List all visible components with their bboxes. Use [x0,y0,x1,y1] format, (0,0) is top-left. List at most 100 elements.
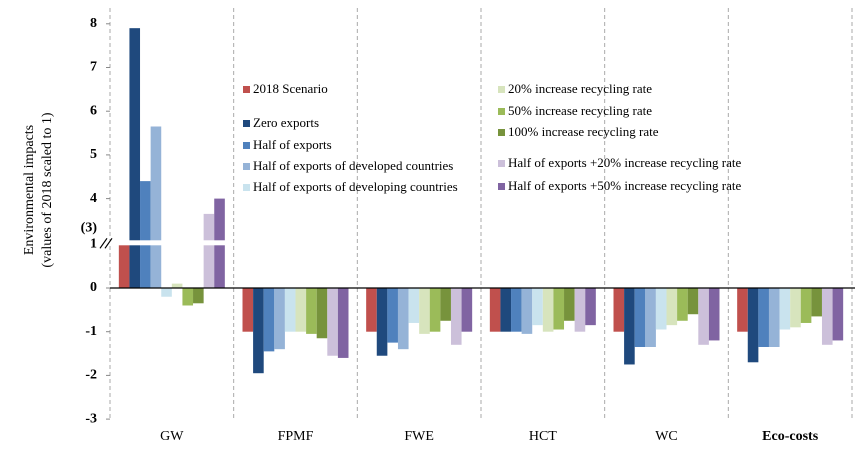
bar [645,288,656,347]
bar [327,288,338,356]
legend-swatch [498,183,505,190]
legend-swatch [498,86,505,93]
bar [779,288,791,330]
bar [450,288,462,345]
legend-label: Half of exports +20% increase recycling … [508,155,742,170]
bar [306,288,317,334]
bar [698,288,709,345]
bar [708,288,720,341]
legend-label: 50% increase recycling rate [508,103,652,118]
bar [542,288,554,332]
bar [161,288,172,297]
bar [408,288,420,323]
legend-swatch [243,142,250,149]
bar [295,288,307,332]
y-tick-label: (3) [81,221,98,236]
bar [500,288,512,332]
y-axis-label: Environmental impacts [22,125,37,255]
bar [768,288,780,347]
y-tick-label: 4 [90,191,97,206]
bar [140,181,151,288]
bar [242,288,254,332]
x-tick-label: GW [160,429,184,444]
bar [821,288,833,345]
bar [511,288,522,332]
bar [737,288,748,332]
y-tick-label: 7 [90,60,97,75]
bar [790,288,801,328]
x-tick-label: FWE [404,429,434,444]
bar [677,288,688,321]
bar [316,288,328,339]
y-tick-label: 8 [90,16,97,31]
bar [193,288,204,304]
bar [747,288,759,363]
legend-label: Half of exports of developed countries [253,158,453,173]
y-tick-label: -2 [85,368,97,383]
legend-label: Zero exports [253,115,319,130]
bar [832,288,844,341]
bar [655,288,667,330]
bar [387,288,398,343]
y-tick-label: -1 [85,324,97,339]
x-tick-label: HCT [529,429,557,444]
legend-label: Half of exports of developing countries [253,179,458,194]
bar [687,288,699,315]
bar [171,283,183,288]
legend-swatch [243,184,250,191]
bar [521,288,533,334]
legend-swatch [498,129,505,136]
bar [337,288,349,358]
bar [489,288,501,332]
bar [634,288,646,347]
legend-label: 2018 Scenario [253,81,328,96]
bar [397,288,409,350]
legend-label: Half of exports +50% increase recycling … [508,178,742,193]
bar [800,288,812,323]
axis-break-mark [99,237,113,249]
legend-swatch [243,163,250,170]
bar [666,288,678,326]
bar [440,288,451,321]
legend-label: 20% increase recycling rate [508,81,652,96]
x-tick-label: FPMF [278,429,314,444]
bar [182,288,194,306]
bar [118,244,130,288]
bar [624,288,635,365]
y-tick-label: 1 [90,237,97,252]
legend-swatch [498,108,505,115]
bar [284,288,296,332]
bar [429,288,441,332]
bar [129,28,141,288]
bar [376,288,388,356]
y-tick-label: 6 [90,103,97,118]
bar [532,288,543,326]
bar [253,288,264,374]
bar [585,288,596,326]
bar [419,288,430,334]
bar [366,288,377,332]
bar [811,288,822,317]
bar [203,213,215,288]
bar [613,288,625,332]
legend-swatch [498,160,505,167]
bar [564,288,575,321]
legend-label: Half of exports [253,137,332,152]
bar [461,288,473,332]
legend-swatch [243,120,250,127]
bar [758,288,769,347]
y-tick-label: 5 [90,147,97,162]
y-tick-label: 0 [90,280,97,295]
legend-swatch [243,86,250,93]
legend-label: 100% increase recycling rate [508,124,659,139]
bar [263,288,275,352]
bar [553,288,565,330]
x-tick-label: Eco-costs [762,429,819,444]
bar [274,288,285,350]
x-tick-label: WC [655,429,678,444]
axis-break-gap [106,240,230,246]
y-axis-label: (values of 2018 scaled to 1) [40,112,55,267]
bar [574,288,586,332]
y-tick-label: -3 [85,411,97,426]
